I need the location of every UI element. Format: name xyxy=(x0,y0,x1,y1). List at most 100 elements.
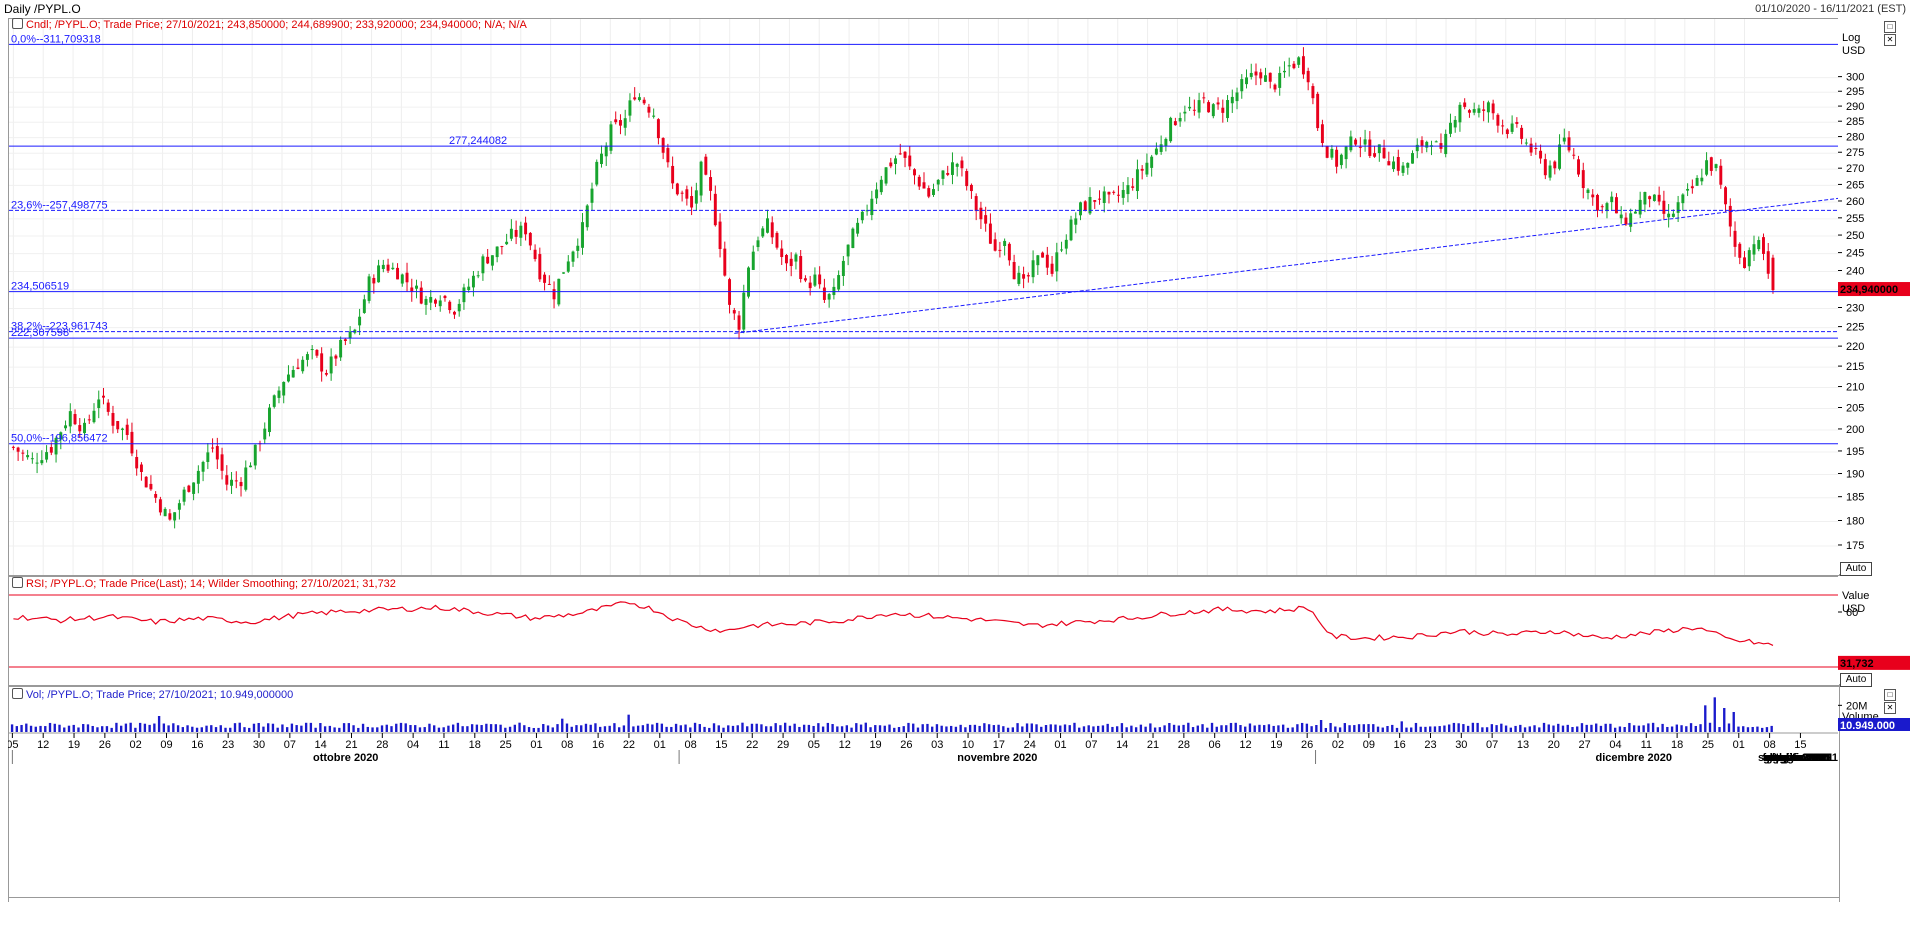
volume-bar xyxy=(44,726,47,732)
x-tick-label: 10 xyxy=(962,739,974,751)
price-auto-button[interactable]: Auto xyxy=(1840,562,1872,576)
volume-bar xyxy=(1519,724,1522,732)
volume-bar xyxy=(1187,722,1190,732)
volume-bar xyxy=(921,724,924,732)
volume-bar xyxy=(655,722,659,732)
x-tick-label: 20 xyxy=(1548,739,1560,751)
candle-body xyxy=(1719,165,1723,185)
level-label: 38,2%--223,961743 xyxy=(11,321,108,333)
volume-bar xyxy=(466,726,469,732)
price-tick-label: 265 xyxy=(1846,179,1864,191)
volume-bar xyxy=(494,724,498,732)
candle-body xyxy=(1771,257,1775,291)
volume-bar xyxy=(1429,726,1432,732)
rsi-menu-icon[interactable] xyxy=(12,577,23,588)
volume-bar xyxy=(1613,727,1617,732)
candle-body xyxy=(253,444,257,466)
volume-bar xyxy=(693,722,697,732)
rsi-axis[interactable]: 60 31,732 xyxy=(1838,576,1910,684)
volume-bar xyxy=(1021,726,1024,732)
candle-body xyxy=(1420,140,1424,147)
candle-body xyxy=(576,245,580,251)
volume-chart[interactable]: 05 12 19 26 02 09 16 23 30 07 14 21 28 04 11 18 25 01 08 16… xyxy=(6,686,1838,896)
rsi-auto-button[interactable]: Auto xyxy=(1840,673,1872,687)
candle-body xyxy=(1173,121,1177,126)
candle-body xyxy=(1031,260,1035,278)
candle-body xyxy=(642,99,646,104)
volume-bar xyxy=(1632,725,1636,732)
price-maximize-icon[interactable]: □ xyxy=(1884,21,1896,33)
volume-bar xyxy=(1557,723,1560,732)
volume-bar xyxy=(1253,725,1256,732)
volume-menu-icon[interactable] xyxy=(12,688,23,699)
volume-bar xyxy=(850,727,853,732)
volume-bar xyxy=(385,724,388,732)
candle-body xyxy=(1064,239,1068,249)
candle-body xyxy=(434,299,437,304)
volume-bar xyxy=(167,725,170,732)
candle-body xyxy=(505,241,509,245)
candle-body xyxy=(803,278,807,281)
candle-body xyxy=(1572,154,1576,156)
price-close-icon[interactable]: ✕ xyxy=(1884,34,1896,46)
volume-bar xyxy=(1405,727,1408,732)
volume-bar xyxy=(518,722,521,732)
volume-bar xyxy=(632,726,635,732)
volume-bar xyxy=(1092,726,1095,732)
volume-bar xyxy=(1158,727,1162,732)
candle-body xyxy=(946,173,950,175)
candlestick-chart[interactable]: 0,0%--311,709318 277,244082 23,6%--257,498… xyxy=(9,19,1840,575)
volume-bar xyxy=(613,723,616,732)
x-tick-label: 22 xyxy=(746,739,758,751)
price-axis[interactable]: 1751801851901952002052102152202252302352… xyxy=(1838,18,1910,574)
volume-bar xyxy=(352,725,355,732)
volume-bar xyxy=(1642,725,1645,732)
pane-menu-icon[interactable] xyxy=(12,18,23,29)
volume-bar xyxy=(959,724,962,732)
x-tick-label: 12 xyxy=(37,739,49,751)
volume-bar xyxy=(1338,727,1342,732)
volume-bar xyxy=(499,724,502,732)
volume-bar xyxy=(1229,722,1233,732)
volume-bar xyxy=(25,723,28,732)
candle-body xyxy=(595,161,599,185)
candle-body xyxy=(1325,146,1329,158)
candle-body xyxy=(315,349,319,356)
x-tick-label: 28 xyxy=(376,739,388,751)
candle-body xyxy=(1406,162,1410,168)
volume-bars-pane[interactable] xyxy=(8,686,1840,898)
x-tick-label: 13 xyxy=(1517,739,1529,751)
volume-bar xyxy=(575,725,578,732)
candle-body xyxy=(1448,122,1452,134)
price-pane[interactable]: 0,0%--311,709318 277,244082 23,6%--257,498… xyxy=(8,18,1840,576)
volume-bar xyxy=(1120,723,1124,732)
price-tick-label: 290 xyxy=(1846,101,1864,113)
volume-bar xyxy=(1765,727,1769,732)
rsi-pane[interactable] xyxy=(8,576,1840,686)
volume-bar xyxy=(1324,727,1328,732)
candle-body xyxy=(984,215,988,224)
x-tick-label: 18 xyxy=(469,739,481,751)
candle-body xyxy=(1188,106,1192,109)
volume-bar xyxy=(949,725,953,732)
candle-body xyxy=(419,287,423,304)
volume-bar xyxy=(1514,725,1517,732)
volume-bar xyxy=(992,725,996,732)
rsi-chart[interactable] xyxy=(9,577,1839,685)
volume-bar xyxy=(1225,725,1228,732)
x-tick-label: 07 xyxy=(284,739,296,751)
candle-body xyxy=(120,428,124,430)
candle-body xyxy=(106,402,110,412)
volume-bar xyxy=(1666,726,1669,732)
volume-bar xyxy=(556,724,559,732)
candle-body xyxy=(130,431,134,454)
candle-body xyxy=(1055,252,1059,272)
volume-maximize-icon[interactable]: □ xyxy=(1884,689,1896,701)
volume-bar xyxy=(907,722,910,732)
x-tick-label: 18 xyxy=(1671,739,1683,751)
volume-bar xyxy=(1395,727,1399,732)
volume-bar xyxy=(712,723,716,732)
volume-bar xyxy=(1206,727,1209,732)
candle-body xyxy=(291,369,295,378)
volume-close-icon[interactable]: ✕ xyxy=(1884,702,1896,714)
